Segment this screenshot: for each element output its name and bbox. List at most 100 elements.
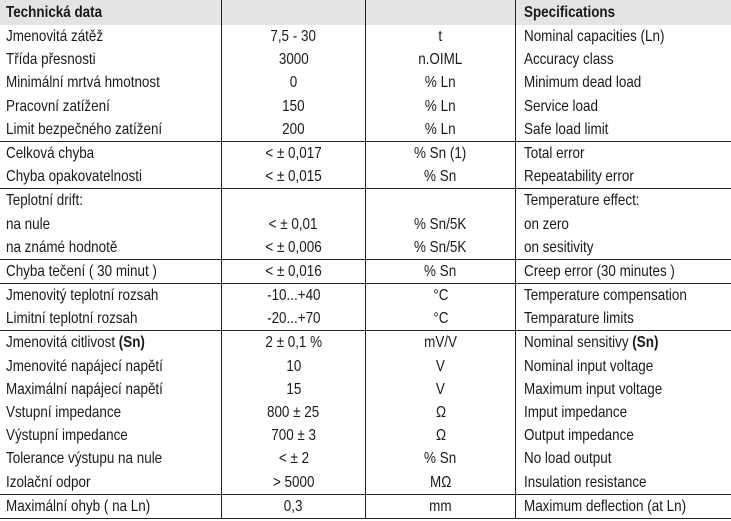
value-text: 800 ± 25 bbox=[267, 401, 319, 424]
value-text: < ± 0,015 bbox=[265, 165, 321, 188]
czech-name-text: Celková chyba bbox=[6, 142, 94, 165]
header-unit bbox=[366, 0, 516, 25]
english-name-bold: (Sn) bbox=[632, 334, 659, 352]
value-text: 3000 bbox=[279, 48, 309, 71]
english-name-label: Nominal input voltage bbox=[524, 357, 654, 375]
english-name-label: Safe load limit bbox=[524, 120, 609, 138]
value-text: 0 bbox=[290, 71, 297, 94]
czech-name-label: Izolační odpor bbox=[6, 473, 91, 491]
table-row: Maximální napájecí napětí 15 V Maximum inpu… bbox=[0, 377, 731, 401]
english-name-text: Insulation resistance bbox=[524, 471, 647, 494]
english-name-text: Nominal capacities (Ln) bbox=[524, 25, 664, 48]
header-english: Specifications bbox=[516, 0, 731, 25]
table-row: Vstupní impedance 800 ± 25 Ω Imput impedanc… bbox=[0, 401, 731, 425]
unit-text: % Sn/5K bbox=[414, 236, 466, 259]
unit-text: % Ln bbox=[425, 95, 456, 118]
czech-name-label: Výstupní impedance bbox=[6, 427, 128, 445]
czech-name-text: Maximální ohyb ( na Ln) bbox=[6, 495, 150, 518]
english-name-label: Temparature limits bbox=[524, 310, 634, 328]
unit-label: % Sn/5K bbox=[414, 238, 467, 256]
header-czech: Technická data bbox=[0, 0, 222, 25]
english-name-label: Minimum dead load bbox=[524, 74, 642, 92]
english-name: No load output bbox=[516, 447, 731, 470]
row-group: Maximální ohyb ( na Ln) 0,3 mm Maximum defl… bbox=[0, 494, 731, 519]
unit-text: % Sn bbox=[424, 165, 456, 188]
value-text: < ± 0,017 bbox=[265, 142, 321, 165]
table-row: Jmenovitá citlivost (Sn) 2 ± 0,1 % mV/V Nom… bbox=[0, 331, 731, 355]
english-name: Temperature effect: bbox=[516, 189, 731, 212]
czech-name-text: Jmenovitá zátěž bbox=[6, 25, 103, 48]
value-text: 10 bbox=[286, 355, 301, 378]
czech-name: Izolační odpor bbox=[0, 470, 222, 494]
unit-label: t bbox=[438, 28, 443, 45]
unit: t bbox=[366, 25, 516, 49]
unit-text: % Ln bbox=[425, 118, 456, 141]
czech-name-text: Minimální mrtvá hmotnost bbox=[6, 71, 160, 94]
unit: mV/V bbox=[366, 331, 516, 355]
value: 2 ± 0,1 % bbox=[222, 331, 366, 355]
table-row: Chyba tečení ( 30 minut ) < ± 0,016 % Sn Cr… bbox=[0, 259, 731, 284]
czech-name: Celková chyba bbox=[0, 141, 222, 166]
czech-name: Jmenovité napájecí napětí bbox=[0, 354, 222, 378]
value: -20...+70 bbox=[222, 307, 366, 331]
value: 15 bbox=[222, 377, 366, 401]
english-name-text: Maximum input voltage bbox=[524, 378, 662, 401]
value: < ± 0,015 bbox=[222, 165, 366, 189]
english-name: Service load bbox=[516, 95, 731, 118]
value-text: < ± 0,016 bbox=[265, 260, 321, 283]
value-label: 0 bbox=[289, 74, 298, 92]
unit-label: % Ln bbox=[425, 120, 456, 138]
czech-name-label: Chyba tečení ( 30 minut ) bbox=[6, 262, 157, 280]
english-name: Repeatability error bbox=[516, 165, 731, 188]
value: 800 ± 25 bbox=[222, 401, 366, 425]
english-name-label: on sesitivity bbox=[524, 238, 594, 256]
value-label: < ± 0,006 bbox=[265, 238, 322, 256]
unit-label: n.OIML bbox=[418, 51, 463, 69]
english-name-label: on zero bbox=[524, 215, 569, 233]
header-value bbox=[222, 0, 366, 25]
value: 3000 bbox=[222, 48, 366, 72]
table-body: Jmenovitá zátěž 7,5 - 30 t Nominal capaciti… bbox=[0, 25, 731, 519]
english-name-text: Temperature effect: bbox=[524, 189, 640, 212]
unit-text: % Ln bbox=[425, 71, 456, 94]
english-name-text: Nominal input voltage bbox=[524, 355, 653, 378]
czech-name-label: Limitní teplotní rozsah bbox=[6, 310, 138, 328]
english-name-label: Total error bbox=[524, 144, 585, 162]
value: > 5000 bbox=[222, 470, 366, 494]
table-row: Chyba opakovatelnosti < ± 0,015 % Sn Repeat… bbox=[0, 165, 731, 189]
unit-label: °C bbox=[432, 287, 449, 305]
czech-name-text: Limitní teplotní rozsah bbox=[6, 307, 137, 330]
row-group: Teplotní drift: Temperature effect: na nul… bbox=[0, 189, 731, 260]
row-group: Chyba tečení ( 30 minut ) < ± 0,016 % Sn Cr… bbox=[0, 259, 731, 285]
english-name-text: Output impedance bbox=[524, 424, 634, 447]
unit-label: V bbox=[436, 357, 445, 375]
unit: % Sn/5K bbox=[366, 235, 516, 259]
value-label: 800 ± 25 bbox=[267, 404, 320, 421]
unit-text: % Sn (1) bbox=[414, 142, 466, 165]
english-name-text: Imput impedance bbox=[524, 401, 627, 424]
table-row: Třída přesnosti 3000 n.OIML Accuracy class bbox=[0, 48, 731, 72]
czech-name-text: Izolační odpor bbox=[6, 471, 90, 494]
value-text: 7,5 - 30 bbox=[271, 25, 317, 48]
unit-label: % Ln bbox=[425, 74, 456, 92]
czech-name-bold: (Sn) bbox=[118, 334, 145, 352]
table-row: Tolerance výstupu na nule < ± 2 % Sn No loa… bbox=[0, 447, 731, 471]
value-label: < ± 0,015 bbox=[265, 168, 322, 186]
unit-text: °C bbox=[433, 307, 448, 330]
english-name-text: No load output bbox=[524, 447, 611, 470]
english-name-text: Nominal sensitivy (Sn) bbox=[524, 331, 658, 354]
english-name-label: Temperature effect: bbox=[524, 192, 640, 210]
value-label: -20...+70 bbox=[266, 310, 321, 328]
czech-name: Výstupní impedance bbox=[0, 424, 222, 448]
value bbox=[222, 189, 366, 213]
header-english-text: Specifications bbox=[524, 4, 616, 21]
value: 7,5 - 30 bbox=[222, 25, 366, 49]
unit bbox=[366, 189, 516, 213]
value: < ± 0,016 bbox=[222, 259, 366, 284]
table-row: Maximální ohyb ( na Ln) 0,3 mm Maximum defl… bbox=[0, 494, 731, 518]
value-text: -10...+40 bbox=[267, 284, 320, 307]
value-text: 150 bbox=[282, 95, 304, 118]
czech-name: Chyba tečení ( 30 minut ) bbox=[0, 259, 222, 284]
value-label: 200 bbox=[282, 120, 305, 138]
